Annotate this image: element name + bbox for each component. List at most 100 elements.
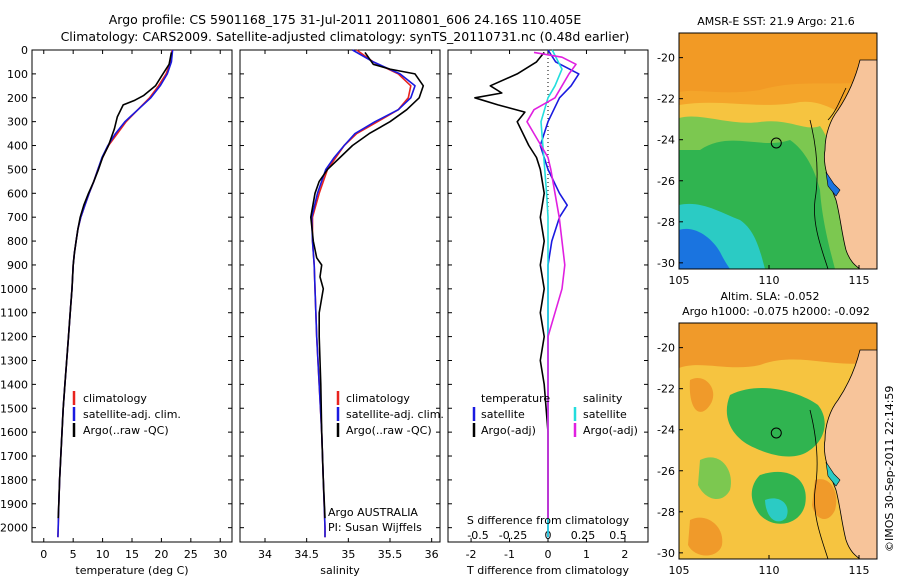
depth-tick-label: 1000 xyxy=(0,283,28,296)
map-y-tick-label: -24 xyxy=(657,424,675,437)
x-tick-label: 0 xyxy=(545,548,552,561)
map-y-tick-label: -26 xyxy=(657,175,675,188)
difference-panel: -2 -1 0 1 2 -0.5 -0.25 0 0.25 0.5 S difference f… xyxy=(447,49,649,577)
sst-map-panel: AMSR-E SST: 21.9 Argo: 21.6 105 110 115 -20… xyxy=(657,15,878,287)
depth-tick-label: 600 xyxy=(7,187,28,200)
argo-program-note: Argo AUSTRALIA xyxy=(328,506,418,519)
x-tick-label: 35 xyxy=(341,548,355,561)
map-y-tick-label: -30 xyxy=(657,257,675,270)
x-tick-label: 1 xyxy=(583,548,590,561)
difference-depth-tickmarks xyxy=(448,49,648,529)
x-tick-label: 10 xyxy=(96,548,110,561)
map-y-tick-label: -28 xyxy=(657,216,675,229)
sla-map-frame xyxy=(678,322,878,560)
imos-timestamp: ©IMOS 30-Sep-2011 22:14:59 xyxy=(883,386,896,552)
x-tick-label: 20 xyxy=(154,548,168,561)
legend-temp-argo: Argo(-adj) xyxy=(481,424,536,437)
map-y-tick-label: -22 xyxy=(657,383,675,396)
argo-location-marker xyxy=(770,137,782,149)
depth-tick-label: 1900 xyxy=(0,498,28,511)
map-y-tick-label: -24 xyxy=(657,134,675,147)
map-y-tick-label: -22 xyxy=(657,93,675,106)
series-line-0 xyxy=(311,49,412,538)
depth-tick-label: 1300 xyxy=(0,354,28,367)
series-line-0 xyxy=(539,49,580,538)
legend-climatology: climatology xyxy=(346,392,410,405)
depth-tick-label: 900 xyxy=(7,259,28,272)
map-y-tick-label: -28 xyxy=(657,506,675,519)
depth-tick-label: 100 xyxy=(7,68,28,81)
depth-tick-label: 1200 xyxy=(0,331,28,344)
s-difference-label: S difference from climatology xyxy=(467,514,630,527)
legend-satellite-adj: satellite-adj. clim. xyxy=(83,408,181,421)
legend-satellite-adj: satellite-adj. clim. xyxy=(346,408,444,421)
x-tick-label: 2 xyxy=(621,548,628,561)
t-difference-ticks: -2 -1 0 1 2 xyxy=(466,50,628,561)
x-tick-label: -1 xyxy=(504,548,515,561)
s-diff-tick-label: 0.5 xyxy=(609,529,627,542)
map-x-tick-label: 105 xyxy=(669,274,690,287)
depth-tick-label: 0 xyxy=(21,44,28,57)
depth-tick-label: 200 xyxy=(7,92,28,105)
map-x-tick-label: 110 xyxy=(759,274,780,287)
sst-map-ticks: 105 110 115 -20 -22 -24 -26 -28 -30 xyxy=(657,52,869,287)
x-tick-label: 34 xyxy=(258,548,272,561)
series-line-1 xyxy=(474,51,549,519)
s-diff-tick-label: -0.25 xyxy=(499,529,527,542)
sla-heatmap xyxy=(679,323,877,559)
map-y-tick-label: -20 xyxy=(657,342,675,355)
legend-salinity-heading: salinity xyxy=(583,392,623,405)
sst-heatmap xyxy=(679,33,877,269)
x-tick-label: 0 xyxy=(40,548,47,561)
map-y-tick-label: -30 xyxy=(657,547,675,560)
series-line-3 xyxy=(526,51,577,519)
temperature-plot-frame xyxy=(31,49,233,543)
s-diff-tick-label: -0.5 xyxy=(467,529,488,542)
legend-argo: Argo(..raw -QC) xyxy=(83,424,169,437)
salinity-legend: climatology satellite-adj. clim. Argo(..… xyxy=(336,391,444,437)
depth-tick-label: 1400 xyxy=(0,378,28,391)
temperature-ticks: 0 5 10 15 20 25 30 xyxy=(40,50,227,561)
s-diff-tick-label: 0.25 xyxy=(571,529,596,542)
difference-legend: temperature satellite Argo(-adj) salinit… xyxy=(472,392,638,437)
depth-tick-label: 1700 xyxy=(0,450,28,463)
t-difference-label: T difference from climatology xyxy=(466,564,629,577)
temperature-axis-label: temperature (deg C) xyxy=(75,564,188,577)
series-line-2 xyxy=(57,52,173,519)
series-line-2 xyxy=(310,51,425,519)
depth-tick-label: 1500 xyxy=(0,402,28,415)
map-x-tick-label: 115 xyxy=(849,564,870,577)
difference-series xyxy=(474,49,580,538)
salinity-ticks: 34 34.5 35 35.5 36 xyxy=(258,50,439,561)
figure-title-line1: Argo profile: CS 5901168_175 31-Jul-2011… xyxy=(109,12,582,27)
depth-tick-label: 800 xyxy=(7,235,28,248)
x-tick-label: 15 xyxy=(125,548,139,561)
x-tick-label: 36 xyxy=(425,548,439,561)
depth-tick-label: 2000 xyxy=(0,522,28,535)
depth-tick-label: 300 xyxy=(7,116,28,129)
temperature-series xyxy=(57,49,174,538)
sst-map-frame xyxy=(678,32,878,270)
depth-tick-label: 1600 xyxy=(0,426,28,439)
x-tick-label: 5 xyxy=(70,548,77,561)
map-x-tick-label: 105 xyxy=(669,564,690,577)
depth-tick-label: 700 xyxy=(7,211,28,224)
series-line-2 xyxy=(540,49,563,538)
pi-note: PI: Susan Wijffels xyxy=(328,521,422,534)
legend-temp-satellite: satellite xyxy=(481,408,525,421)
sla-map-ticks: 105 110 115 -20 -22 -24 -26 -28 -30 xyxy=(657,342,869,577)
series-line-1 xyxy=(310,49,416,538)
depth-tick-label: 1800 xyxy=(0,474,28,487)
legend-temperature-heading: temperature xyxy=(481,392,550,405)
temperature-panel: 0100200300400500600700800900100011001200… xyxy=(0,44,233,577)
figure-title-line2: Climatology: CARS2009. Satellite-adjuste… xyxy=(61,29,630,44)
legend-argo: Argo(..raw -QC) xyxy=(346,424,432,437)
x-tick-label: 25 xyxy=(184,548,198,561)
depth-tick-label: 400 xyxy=(7,140,28,153)
sla-map-panel: Altim. SLA: -0.052 Argo h1000: -0.075 h2… xyxy=(657,290,878,577)
x-tick-label: 30 xyxy=(213,548,227,561)
x-tick-label: 34.5 xyxy=(294,548,319,561)
salinity-axis-label: salinity xyxy=(320,564,360,577)
sst-map-title: AMSR-E SST: 21.9 Argo: 21.6 xyxy=(697,15,855,28)
depth-tick-label: 500 xyxy=(7,163,28,176)
